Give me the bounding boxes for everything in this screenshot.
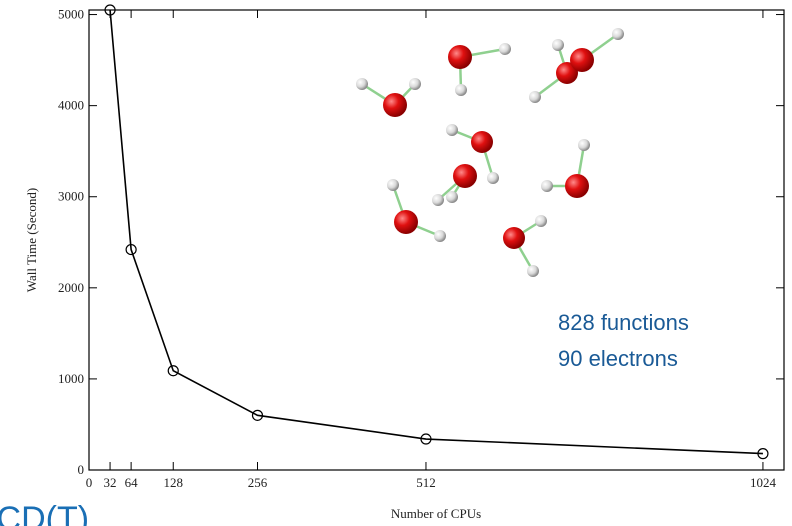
y-axis-label: Wall Time (Second) [24,188,39,292]
page: {"chart_data": {"type": "line", "x_label… [0,0,792,526]
y-tick-label: 0 [78,462,85,477]
x-tick-label: 32 [104,475,117,490]
x-tick-label: 256 [248,475,268,490]
x-tick-label: 128 [163,475,183,490]
x-axis-label: Number of CPUs [391,506,481,521]
x-tick-label: 1024 [750,475,777,490]
chart: Number of CPUs Wall Time (Second) 828 fu… [0,0,792,526]
y-tick-label: 1000 [58,371,84,386]
x-tick-label: 64 [125,475,139,490]
side-title: CCD(T) [0,500,89,526]
y-tick-label: 3000 [58,189,84,204]
y-tick-label: 4000 [58,98,84,113]
annotation: 90 electrons [558,346,678,371]
y-tick-label: 2000 [58,280,84,295]
y-tick-label: 5000 [58,7,84,22]
molecules [356,28,624,277]
x-tick-label: 512 [416,475,436,490]
annotation: 828 functions [558,310,689,335]
x-tick-label: 0 [86,475,93,490]
